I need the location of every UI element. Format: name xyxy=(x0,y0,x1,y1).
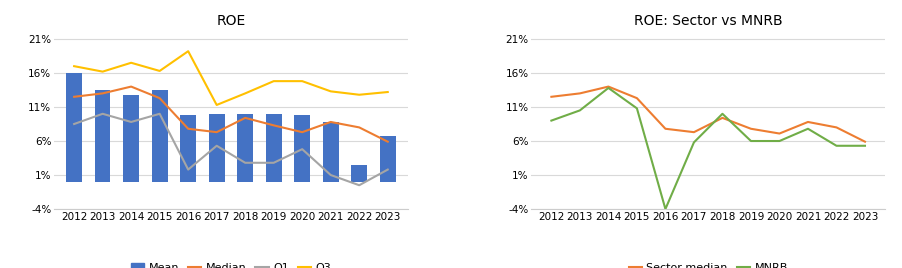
Title: ROE: Sector vs MNRB: ROE: Sector vs MNRB xyxy=(633,14,782,28)
Bar xyxy=(124,95,139,182)
Bar xyxy=(180,115,196,182)
Bar xyxy=(294,115,309,182)
Bar xyxy=(351,165,366,182)
Bar xyxy=(323,122,338,182)
Bar xyxy=(380,136,395,182)
Bar xyxy=(66,73,82,182)
Legend: Mean, Median, Q1, Q3: Mean, Median, Q1, Q3 xyxy=(126,259,336,268)
Bar xyxy=(152,90,167,182)
Bar xyxy=(237,114,253,182)
Bar xyxy=(95,90,110,182)
Title: ROE: ROE xyxy=(216,14,245,28)
Bar xyxy=(265,114,281,182)
Bar xyxy=(208,114,225,182)
Legend: Sector median, MNRB: Sector median, MNRB xyxy=(623,259,791,268)
